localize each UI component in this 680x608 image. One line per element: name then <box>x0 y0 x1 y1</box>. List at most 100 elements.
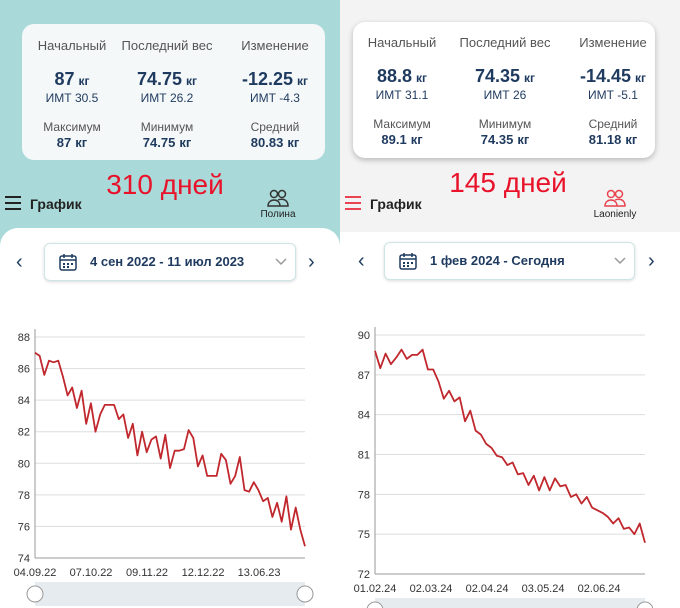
scroll-handle[interactable] <box>636 601 654 608</box>
stat-label: Последний вес <box>121 38 213 53</box>
weight-line <box>34 352 306 547</box>
y-tick-label: 75 <box>358 529 370 541</box>
stat-label: Изменение <box>579 35 647 50</box>
stat-unit: кг <box>625 132 638 147</box>
stat-label: Средний <box>250 120 300 134</box>
days-count: 145 дней <box>449 167 567 198</box>
stat-unit: кг <box>186 74 198 88</box>
stat-label: Средний <box>588 117 638 131</box>
stat-value: 87 кг <box>12 69 132 90</box>
chevron-down <box>275 258 287 266</box>
x-tick-label: 09.11.22 <box>126 567 168 579</box>
stat-unit: кг <box>635 71 647 85</box>
hamburger <box>5 196 21 210</box>
content-area <box>0 228 340 608</box>
stat-value: 74.35 кг <box>445 66 565 87</box>
users-glyph <box>267 189 289 207</box>
next-button[interactable]: › <box>648 250 655 272</box>
user-name[interactable]: Laonienly <box>593 209 637 220</box>
stat-bmi: ИМТ 26 <box>483 88 527 102</box>
y-tick-label: 81 <box>358 450 370 462</box>
y-tick-label: 86 <box>18 364 30 376</box>
x-tick-label: 01.02.24 <box>354 583 397 595</box>
x-tick-label: 03.05.24 <box>522 583 565 595</box>
stat-unit: кг <box>75 135 88 150</box>
stat-unit: кг <box>416 71 428 85</box>
date-range: 4 сен 2022 - 11 июл 2023 <box>90 254 245 269</box>
weight-line <box>374 348 646 544</box>
x-tick-label: 12.12.22 <box>182 567 225 579</box>
stat-label: Минимум <box>478 117 532 131</box>
stat-value: -12.25 кг <box>215 69 335 90</box>
menu-label[interactable]: График <box>370 196 422 212</box>
stat-value: 88.8 кг <box>342 66 462 87</box>
stat-value: -14.45 кг <box>553 66 673 87</box>
stat-label: Начальный <box>37 38 107 53</box>
stat-unit: кг <box>78 74 90 88</box>
stat-number: 74.35 <box>474 66 521 86</box>
user-icon[interactable] <box>267 189 289 207</box>
y-tick-label: 78 <box>18 490 30 502</box>
prev-button[interactable]: ‹ <box>358 250 365 272</box>
stat-label: Начальный <box>367 35 437 50</box>
stat-number: 81.18 <box>588 132 622 147</box>
y-tick-label: 72 <box>358 569 370 581</box>
stat-number: 74.35 <box>480 132 514 147</box>
menu-label[interactable]: График <box>30 196 82 212</box>
stat-bmi: ИМТ 26.2 <box>140 91 194 105</box>
y-tick-label: 87 <box>358 370 370 382</box>
stat-unit: кг <box>410 132 423 147</box>
y-tick-label: 78 <box>358 489 370 501</box>
y-tick-label: 88 <box>18 332 30 344</box>
stats-card <box>22 24 325 160</box>
scrollbar-track <box>35 582 305 606</box>
stat-bmi: ИМТ -4.3 <box>250 91 300 105</box>
content-area <box>340 232 680 608</box>
stat-unit: кг <box>517 132 530 147</box>
y-tick-label: 82 <box>18 427 30 439</box>
y-tick-label: 84 <box>358 410 370 422</box>
stat-value: 89.1 кг <box>342 132 462 147</box>
x-tick-label: 02.03.24 <box>410 583 453 595</box>
stat-unit: кг <box>297 74 309 88</box>
menu-icon <box>345 196 361 210</box>
user-icon[interactable] <box>604 189 626 207</box>
scroll-handle[interactable] <box>296 585 314 603</box>
stat-value: 74.35 кг <box>445 132 565 147</box>
stat-label: Максимум <box>373 117 431 131</box>
stat-bmi: ИМТ 30.5 <box>45 91 99 105</box>
date-range-selector[interactable]: 4 сен 2022 - 11 июл 2023 <box>44 243 296 281</box>
y-tick-label: 80 <box>18 458 30 470</box>
user-name[interactable]: Полина <box>260 209 296 220</box>
days-count: 310 дней <box>106 169 224 200</box>
calendar-icon <box>399 253 417 270</box>
scroll-handle[interactable] <box>366 601 384 608</box>
stat-unit: кг <box>524 71 536 85</box>
prev-button[interactable]: ‹ <box>16 251 23 273</box>
scroll-handle[interactable] <box>26 585 44 603</box>
stat-value: 87 кг <box>12 135 132 150</box>
y-tick-label: 84 <box>18 395 30 407</box>
stat-label: Последний вес <box>459 35 551 50</box>
stat-number: 80.83 <box>250 135 284 150</box>
stat-label: Изменение <box>241 38 309 53</box>
y-tick-label: 76 <box>18 521 30 533</box>
stat-number: 89.1 <box>381 132 407 147</box>
stat-number: 88.8 <box>376 66 413 86</box>
next-button[interactable]: › <box>308 251 315 273</box>
stat-bmi: ИМТ -5.1 <box>588 88 638 102</box>
menu-icon <box>5 196 21 210</box>
x-tick-label: 13.06.23 <box>238 567 281 579</box>
stat-label: Минимум <box>140 120 194 134</box>
x-tick-label: 02.04.24 <box>466 583 509 595</box>
stat-value: 74.75 кг <box>107 69 227 90</box>
stat-unit: кг <box>287 135 300 150</box>
date-range-selector[interactable]: 1 фев 2024 - Сегодня <box>384 242 635 280</box>
chevron-down <box>614 257 626 265</box>
x-tick-label: 02.06.24 <box>578 583 621 595</box>
calendar-icon <box>59 254 77 271</box>
y-tick-label: 90 <box>358 330 370 342</box>
